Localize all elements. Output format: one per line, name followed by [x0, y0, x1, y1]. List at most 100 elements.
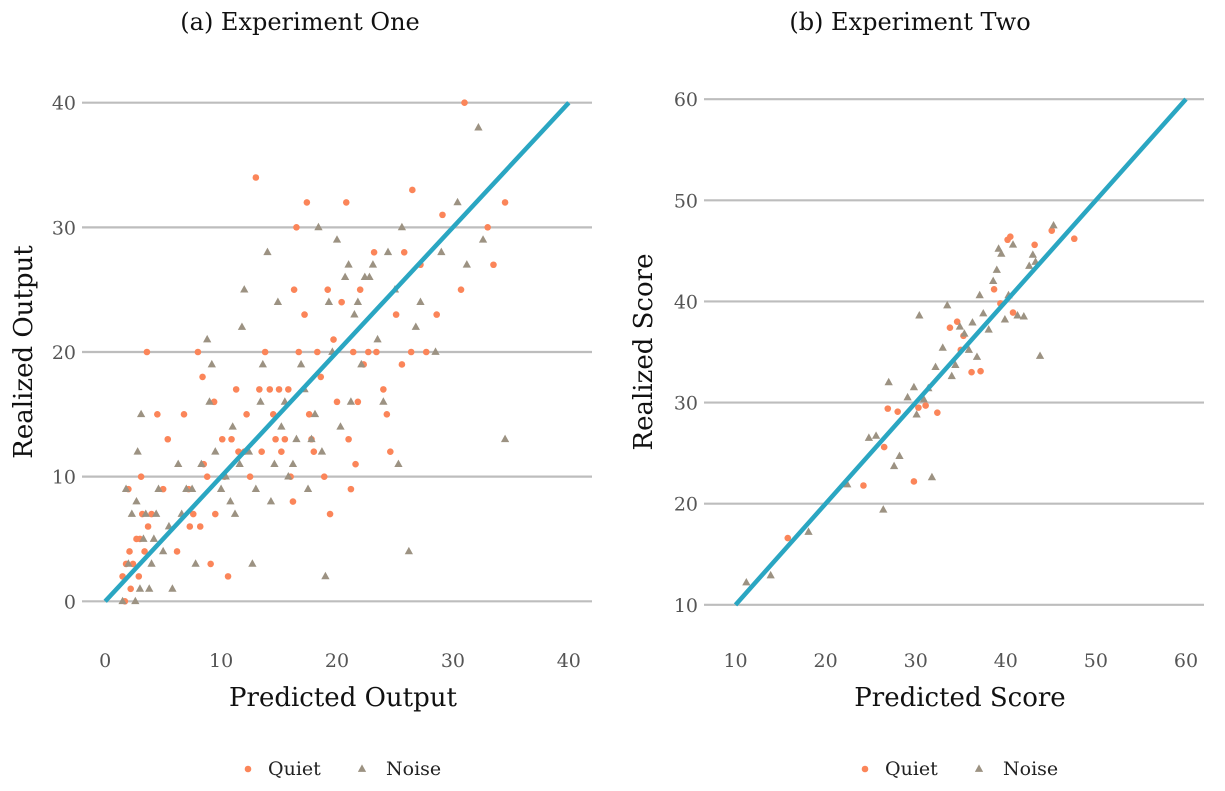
data-point-quiet [990, 285, 998, 293]
data-point-noise [207, 359, 216, 368]
data-point-quiet [422, 348, 430, 356]
data-point-noise [437, 247, 446, 256]
data-point-noise [296, 359, 306, 368]
data-point-quiet [326, 510, 334, 518]
data-point-noise [357, 359, 366, 368]
data-point-quiet [180, 411, 188, 418]
data-point-quiet [289, 498, 297, 505]
data-point-noise [121, 484, 131, 492]
data-point-quiet [457, 286, 465, 293]
data-point-quiet [407, 348, 415, 356]
data-point-noise [139, 534, 148, 542]
x-tick-label: 0 [99, 650, 111, 672]
data-point-noise [903, 392, 912, 401]
data-point-quiet [243, 411, 250, 418]
data-point-quiet [290, 286, 298, 293]
data-point-noise [927, 472, 937, 481]
data-point-quiet [880, 443, 888, 451]
data-point-quiet [207, 560, 214, 568]
data-point-noise [416, 297, 425, 305]
data-point-quiet [345, 435, 352, 443]
data-point-quiet [953, 318, 961, 325]
legend-label-quiet: Quiet [885, 758, 938, 780]
data-point-noise [895, 451, 904, 460]
data-point-quiet [127, 585, 134, 593]
data-point-noise [431, 347, 440, 355]
data-point-quiet [380, 386, 387, 393]
data-point-noise [955, 322, 964, 330]
data-point-quiet [383, 411, 391, 418]
data-point-noise [404, 546, 414, 555]
data-point-noise [336, 422, 345, 430]
data-point-quiet [356, 286, 364, 293]
data-point-noise [960, 329, 969, 337]
data-point-quiet [1009, 309, 1017, 316]
data-point-quiet [272, 435, 279, 443]
x-tick-label: 30 [441, 650, 465, 672]
x-axis-label: Predicted Score [854, 683, 1065, 713]
reference-line [733, 97, 1188, 607]
data-point-quiet [303, 199, 311, 206]
data-point-quiet [164, 435, 172, 443]
data-point-noise [303, 484, 313, 492]
data-point-noise [221, 472, 230, 480]
reference-line [103, 101, 571, 603]
y-tick-label: 30 [52, 217, 76, 239]
data-point-quiet [317, 373, 325, 381]
data-point-quiet [293, 224, 300, 231]
data-point-noise [273, 297, 283, 305]
y-tick-label: 40 [674, 291, 698, 313]
data-point-noise [1013, 310, 1022, 319]
data-point-noise [992, 265, 1001, 273]
data-point-noise [136, 409, 146, 418]
data-point-quiet [246, 473, 254, 480]
y-tick-label: 10 [674, 595, 698, 617]
data-point-noise [127, 509, 136, 517]
data-point-quiet [141, 548, 148, 555]
data-point-noise [191, 559, 200, 567]
data-point-noise [168, 584, 177, 592]
data-point-quiet [1070, 235, 1078, 243]
data-point-noise [871, 431, 881, 439]
data-point-quiet [310, 448, 318, 456]
data-point-noise [864, 433, 874, 441]
data-point-quiet [342, 199, 350, 206]
legend: Quiet Noise [861, 758, 1058, 780]
data-point-noise [931, 362, 940, 371]
data-point-noise [288, 459, 298, 468]
data-point-quiet [199, 373, 206, 381]
data-point-quiet [398, 361, 406, 368]
y-tick-label: 20 [52, 342, 76, 364]
data-point-quiet [126, 548, 133, 555]
data-point-noise [235, 459, 244, 468]
data-point-noise [251, 484, 261, 492]
data-point-quiet [252, 174, 260, 181]
legend-marker-quiet [244, 765, 252, 773]
data-point-quiet [490, 261, 497, 269]
x-tick-label: 10 [723, 650, 747, 672]
data-point-noise [307, 434, 316, 443]
data-point-quiet [501, 199, 509, 206]
data-point-noise [147, 559, 156, 567]
x-tick-label: 40 [557, 650, 581, 672]
data-point-noise [943, 300, 952, 309]
data-point-quiet [347, 485, 355, 493]
x-tick-label: 20 [814, 650, 838, 672]
data-point-noise [211, 447, 220, 455]
data-point-noise [379, 397, 388, 405]
data-point-quiet [392, 311, 400, 318]
data-point-noise [365, 272, 374, 281]
data-point-quiet [349, 348, 357, 356]
data-point-noise [321, 571, 330, 580]
data-point-quiet [946, 324, 954, 332]
data-point-quiet [915, 404, 922, 411]
data-point-noise [919, 394, 928, 403]
legend-label-quiet: Quiet [268, 758, 321, 780]
data-point-noise [310, 409, 320, 418]
x-tick-label: 10 [209, 650, 233, 672]
panel-experiment-one: (a) Experiment One 0 10 20 30 40 0 10 20 30 40 Pred… [9, 8, 592, 780]
data-point-noise [135, 584, 145, 592]
data-point-quiet [313, 348, 321, 356]
y-tick-label: 20 [674, 494, 698, 516]
x-tick-label: 50 [1084, 650, 1108, 672]
